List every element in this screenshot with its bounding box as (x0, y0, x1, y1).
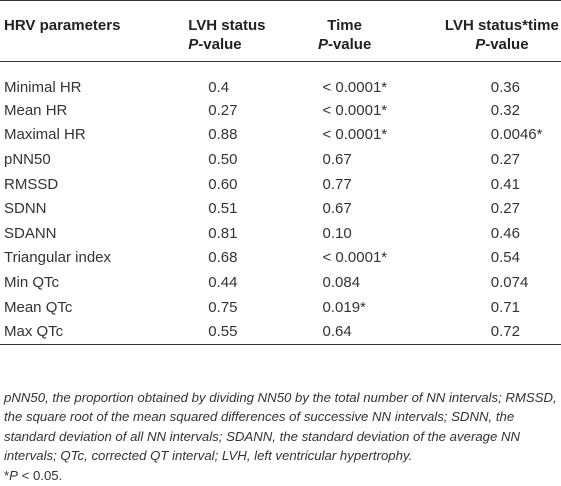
header-lvh-status: LVH status (188, 17, 266, 34)
cell-time-pvalue: 0.67 (322, 200, 352, 218)
footnote-sig-prefix: * (4, 467, 10, 483)
cell-interaction-pvalue: 0.41 (490, 175, 520, 193)
cell-time-pvalue: < 0.0001* (322, 249, 388, 267)
cell-lvh-pvalue: 0.4 (208, 78, 230, 96)
cell-lvh-pvalue: 0.68 (208, 249, 238, 267)
table-row: Max QTc 0.55 0.64 0.72 (0, 319, 561, 345)
header-empty-cell (0, 36, 140, 62)
cell-parameter: pNN50 (4, 150, 51, 168)
header-row-pvalue: P-value P-value P-value (0, 36, 561, 62)
cell-lvh-pvalue: 0.51 (208, 200, 238, 218)
header-lvh-status-time: LVH status*time (444, 17, 559, 34)
hrv-results-table: HRV parameters LVH status Time LVH statu… (0, 0, 561, 345)
cell-time-pvalue: 0.084 (322, 273, 361, 291)
cell-time-pvalue: 0.77 (322, 175, 352, 193)
footnote-sig-p: P (9, 467, 18, 483)
header-pvalue-interaction: P-value (475, 36, 529, 53)
table-row: Triangular index 0.68 < 0.0001* 0.54 (0, 246, 561, 271)
cell-time-pvalue: 0.64 (322, 323, 352, 341)
table-row: Minimal HR 0.4 < 0.0001* 0.36 (0, 62, 561, 99)
cell-parameter: RMSSD (4, 175, 59, 193)
footnote-sig-rest: < 0.05. (17, 467, 63, 483)
table-row: pNN50 0.50 0.67 0.27 (0, 147, 561, 172)
cell-interaction-pvalue: 0.54 (490, 249, 520, 267)
cell-parameter: SDNN (4, 200, 47, 218)
cell-parameter: Max QTc (4, 323, 64, 341)
cell-lvh-pvalue: 0.81 (208, 224, 238, 242)
table-row: Min QTc 0.44 0.084 0.074 (0, 270, 561, 295)
cell-parameter: Maximal HR (4, 126, 86, 144)
cell-parameter: Mean HR (4, 101, 68, 119)
cell-interaction-pvalue: 0.27 (490, 150, 520, 168)
cell-time-pvalue: < 0.0001* (322, 101, 388, 119)
cell-time-pvalue: < 0.0001* (322, 126, 388, 144)
cell-parameter: Triangular index (4, 249, 111, 267)
cell-interaction-pvalue: 0.0046* (490, 126, 543, 144)
cell-parameter: SDANN (4, 224, 57, 242)
cell-parameter: Min QTc (4, 273, 60, 291)
cell-time-pvalue: 0.67 (322, 150, 352, 168)
header-hrv-parameters: HRV parameters (4, 17, 121, 34)
table-row: Mean QTc 0.75 0.019* 0.71 (0, 295, 561, 320)
cell-interaction-pvalue: 0.72 (490, 323, 520, 341)
cell-interaction-pvalue: 0.27 (490, 200, 520, 218)
cell-lvh-pvalue: 0.50 (208, 150, 238, 168)
table-row: SDNN 0.51 0.67 0.27 (0, 196, 561, 221)
cell-interaction-pvalue: 0.46 (490, 224, 520, 242)
cell-parameter: Mean QTc (4, 298, 73, 316)
cell-lvh-pvalue: 0.88 (208, 126, 238, 144)
results-table-container: HRV parameters LVH status Time LVH statu… (0, 0, 561, 345)
table-row: SDANN 0.81 0.10 0.46 (0, 221, 561, 246)
table-footnote: pNN50, the proportion obtained by dividi… (4, 388, 557, 485)
cell-lvh-pvalue: 0.60 (208, 175, 238, 193)
cell-time-pvalue: < 0.0001* (322, 78, 388, 96)
cell-interaction-pvalue: 0.36 (490, 78, 520, 96)
cell-interaction-pvalue: 0.71 (490, 298, 520, 316)
cell-time-pvalue: 0.10 (322, 224, 352, 242)
footnote-abbreviations: pNN50, the proportion obtained by dividi… (4, 390, 557, 464)
table-row: Mean HR 0.27 < 0.0001* 0.32 (0, 98, 561, 123)
cell-parameter: Minimal HR (4, 78, 82, 96)
cell-lvh-pvalue: 0.44 (208, 273, 238, 291)
header-time: Time (327, 17, 362, 34)
cell-lvh-pvalue: 0.55 (208, 323, 238, 341)
cell-time-pvalue: 0.019* (322, 298, 366, 316)
cell-interaction-pvalue: 0.32 (490, 101, 520, 119)
header-row-titles: HRV parameters LVH status Time LVH statu… (0, 0, 561, 37)
header-pvalue-time: P-value (317, 36, 372, 53)
cell-interaction-pvalue: 0.074 (490, 273, 529, 291)
table-row: RMSSD 0.60 0.77 0.41 (0, 172, 561, 197)
table-body: Minimal HR 0.4 < 0.0001* 0.36 Mean HR 0.27 < 0… (0, 62, 561, 345)
header-pvalue-lvh: P-value (188, 36, 242, 53)
cell-lvh-pvalue: 0.27 (208, 101, 238, 119)
table-row: Maximal HR 0.88 < 0.0001* 0.0046* (0, 123, 561, 148)
cell-lvh-pvalue: 0.75 (208, 298, 238, 316)
